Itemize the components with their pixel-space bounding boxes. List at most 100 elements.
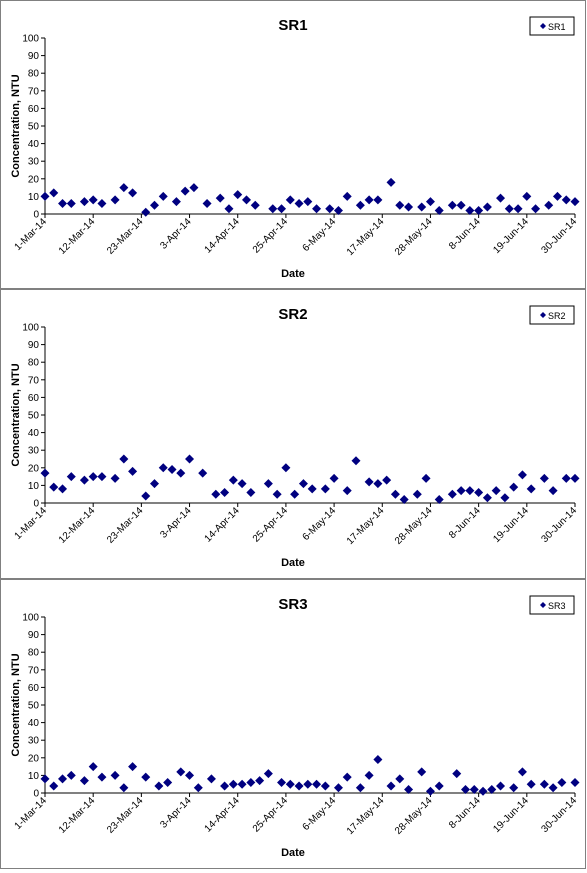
data-point	[171, 197, 181, 207]
y-tick-label: 0	[33, 499, 39, 510]
data-point	[425, 786, 435, 796]
data-point	[452, 769, 462, 779]
data-point	[119, 454, 129, 464]
chart-panel-sr1: SR1 0 10 20 30 40 50 60 70 80 90 100 1-Mar-14 12-Mar-…	[0, 0, 586, 289]
data-point	[417, 202, 427, 212]
chart-panel-sr2: SR2 0 10 20 30 40 50 60 70 80 90 100 1-Mar-14 12-Mar-…	[0, 289, 586, 579]
data-point	[237, 779, 247, 789]
data-point	[482, 202, 492, 212]
y-tick-label: 80	[28, 358, 40, 369]
legend-box	[529, 16, 575, 36]
data-point	[88, 195, 98, 205]
data-point	[478, 786, 488, 796]
data-point	[526, 779, 536, 789]
data-point	[49, 482, 59, 492]
data-point	[526, 484, 536, 494]
data-point	[141, 207, 151, 217]
x-tick-label: 25-Apr-14	[251, 505, 291, 545]
data-point	[557, 777, 567, 787]
data-point	[548, 486, 558, 496]
x-tick-label: 3-Apr-14	[158, 216, 194, 252]
data-point	[268, 204, 278, 214]
data-point	[434, 205, 444, 215]
legend-label: SR2	[548, 311, 566, 321]
data-point	[40, 468, 50, 478]
data-point	[193, 783, 203, 793]
y-tick-label: 70	[28, 665, 40, 676]
data-point	[233, 190, 243, 200]
data-point	[487, 784, 497, 794]
data-point	[469, 784, 479, 794]
x-tick-label: 30-Jun-14	[540, 505, 580, 545]
y-tick-label: 90	[28, 340, 40, 351]
data-point	[255, 776, 265, 786]
y-tick-label: 30	[28, 157, 40, 168]
data-point	[281, 463, 291, 473]
data-point	[539, 779, 549, 789]
data-point	[517, 767, 527, 777]
data-point	[66, 472, 76, 482]
data-point	[150, 200, 160, 210]
x-tick-label: 14-Apr-14	[203, 216, 243, 256]
x-tick-label: 28-May-14	[393, 795, 435, 837]
data-point	[224, 204, 234, 214]
y-tick-label: 0	[33, 789, 39, 800]
y-tick-label: 40	[28, 139, 40, 150]
x-tick-label: 17-May-14	[345, 216, 387, 258]
x-tick-label: 19-Jun-14	[491, 216, 531, 256]
y-tick-label: 90	[28, 630, 40, 641]
data-point	[154, 781, 164, 791]
data-point	[561, 473, 571, 483]
data-point	[97, 772, 107, 782]
data-point	[342, 772, 352, 782]
x-tick-label: 28-May-14	[393, 216, 435, 258]
data-point	[263, 479, 273, 489]
data-point	[474, 205, 484, 215]
legend-box	[529, 595, 575, 615]
data-point	[509, 482, 519, 492]
data-point	[250, 200, 260, 210]
y-tick-label: 10	[28, 192, 40, 203]
data-point	[110, 770, 120, 780]
data-point	[119, 183, 129, 193]
data-point	[552, 191, 562, 201]
x-tick-label: 1-Mar-14	[13, 216, 50, 253]
data-point	[49, 781, 59, 791]
data-point	[500, 493, 510, 503]
data-point	[548, 783, 558, 793]
y-tick-label: 60	[28, 393, 40, 404]
y-tick-label: 30	[28, 446, 40, 457]
chart-panel-sr3: SR3 0 10 20 30 40 50 60 70 80 90 100 1-Mar-14 12-Mar-…	[0, 579, 586, 869]
y-tick-label: 100	[22, 34, 39, 45]
legend-marker	[540, 312, 546, 318]
data-point	[294, 781, 304, 791]
data-point	[220, 781, 230, 791]
legend-marker	[540, 23, 546, 29]
data-point	[333, 205, 343, 215]
y-tick-label: 10	[28, 481, 40, 492]
data-point	[176, 468, 186, 478]
data-point	[482, 493, 492, 503]
data-point	[185, 770, 195, 780]
y-tick-label: 40	[28, 718, 40, 729]
x-tick-label: 1-Mar-14	[13, 505, 50, 542]
data-point	[241, 195, 251, 205]
data-point	[395, 200, 405, 210]
data-point	[180, 186, 190, 196]
data-point	[228, 779, 238, 789]
x-tick-label: 17-May-14	[345, 795, 387, 837]
x-tick-label: 8-Jun-14	[447, 795, 483, 831]
data-point	[58, 774, 68, 784]
data-point	[79, 776, 89, 786]
data-point	[97, 472, 107, 482]
y-tick-label: 50	[28, 411, 40, 422]
data-point	[355, 200, 365, 210]
data-point	[404, 202, 414, 212]
data-point	[290, 489, 300, 499]
x-tick-label: 6-May-14	[301, 216, 339, 254]
y-tick-label: 80	[28, 69, 40, 80]
data-point	[176, 767, 186, 777]
x-tick-label: 17-May-14	[345, 505, 387, 547]
data-point	[373, 755, 383, 765]
chart-title: SR3	[278, 596, 307, 613]
